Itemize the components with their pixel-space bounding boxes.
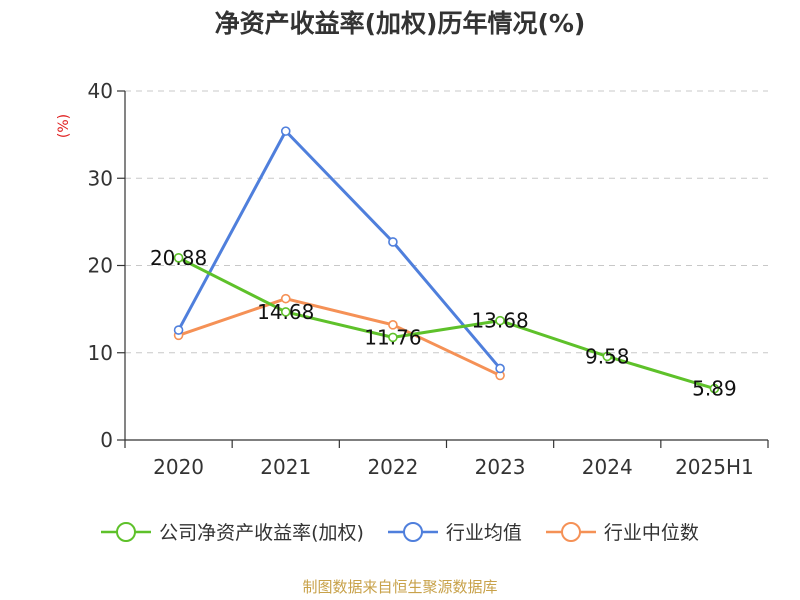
x-tick-label: 2023 xyxy=(475,455,526,479)
legend-label: 行业均值 xyxy=(445,522,522,544)
y-tick-label: 30 xyxy=(88,166,113,190)
data-label: 5.89 xyxy=(692,377,737,401)
x-tick-label: 2025H1 xyxy=(675,455,754,479)
x-tick-label: 2021 xyxy=(260,455,311,479)
series-point-1 xyxy=(280,126,291,136)
source-footer: 制图数据来自恒生聚源数据库 xyxy=(302,578,498,596)
legend-marker-icon xyxy=(387,521,438,542)
data-label: 11.76 xyxy=(364,325,421,349)
x-tick-label: 2024 xyxy=(582,455,633,479)
x-tick-label: 2022 xyxy=(367,455,418,479)
legend-item[interactable]: 行业中位数 xyxy=(545,518,699,545)
series-point-1 xyxy=(173,325,184,335)
data-label: 14.68 xyxy=(257,300,314,324)
grid-lines xyxy=(125,90,768,354)
series-point-0 xyxy=(173,253,184,263)
legend-label: 行业中位数 xyxy=(603,522,699,544)
series-point-1 xyxy=(495,363,505,374)
y-tick-label: 40 xyxy=(88,79,113,103)
axes: 0 10 20 30 40 2020 2021 2022 2023 2024 2025H1 (%) xyxy=(56,79,769,479)
y-tick-label: 10 xyxy=(88,341,113,365)
chart-title: 净资产收益率(加权)历年情况(%) xyxy=(214,9,586,38)
legend-marker-icon xyxy=(545,521,596,542)
legend-item[interactable]: 公司净资产收益率(加权) xyxy=(101,518,364,545)
line-chart: 0 10 20 30 40 2020 2021 2022 2023 2024 2025H1 (%) 2… xyxy=(56,79,769,479)
legend: 公司净资产收益率(加权) 行业均值 行业中位数 xyxy=(0,518,800,545)
data-label: 13.68 xyxy=(471,309,528,333)
data-labels: 20.88 14.68 11.76 13.68 9.58 5.89 xyxy=(150,246,737,401)
series-line-0 xyxy=(177,256,715,391)
series-point-0 xyxy=(280,307,291,317)
y-tick-label: 0 xyxy=(100,428,113,452)
data-label: 20.88 xyxy=(150,246,207,270)
legend-label: 公司净资产收益率(加权) xyxy=(159,522,364,544)
series-point-1 xyxy=(388,237,398,247)
y-tick-label: 20 xyxy=(88,254,113,278)
series-point-0 xyxy=(388,332,398,343)
x-tick-label: 2020 xyxy=(153,455,204,479)
legend-marker-icon xyxy=(101,521,152,542)
series-line-2 xyxy=(178,297,501,377)
series-point-0 xyxy=(709,383,720,394)
series-lines xyxy=(173,126,720,394)
series-point-0 xyxy=(495,315,505,326)
legend-item[interactable]: 行业均值 xyxy=(387,518,522,545)
series-point-2 xyxy=(388,320,398,330)
data-label: 9.58 xyxy=(585,344,630,368)
series-point-2 xyxy=(280,293,291,304)
legend-circle xyxy=(116,521,137,542)
series-line-1 xyxy=(177,129,502,370)
legend-circle xyxy=(402,521,423,542)
y-axis-label: (%) xyxy=(56,114,72,138)
legend-circle xyxy=(560,521,581,542)
series-point-0 xyxy=(602,351,613,362)
